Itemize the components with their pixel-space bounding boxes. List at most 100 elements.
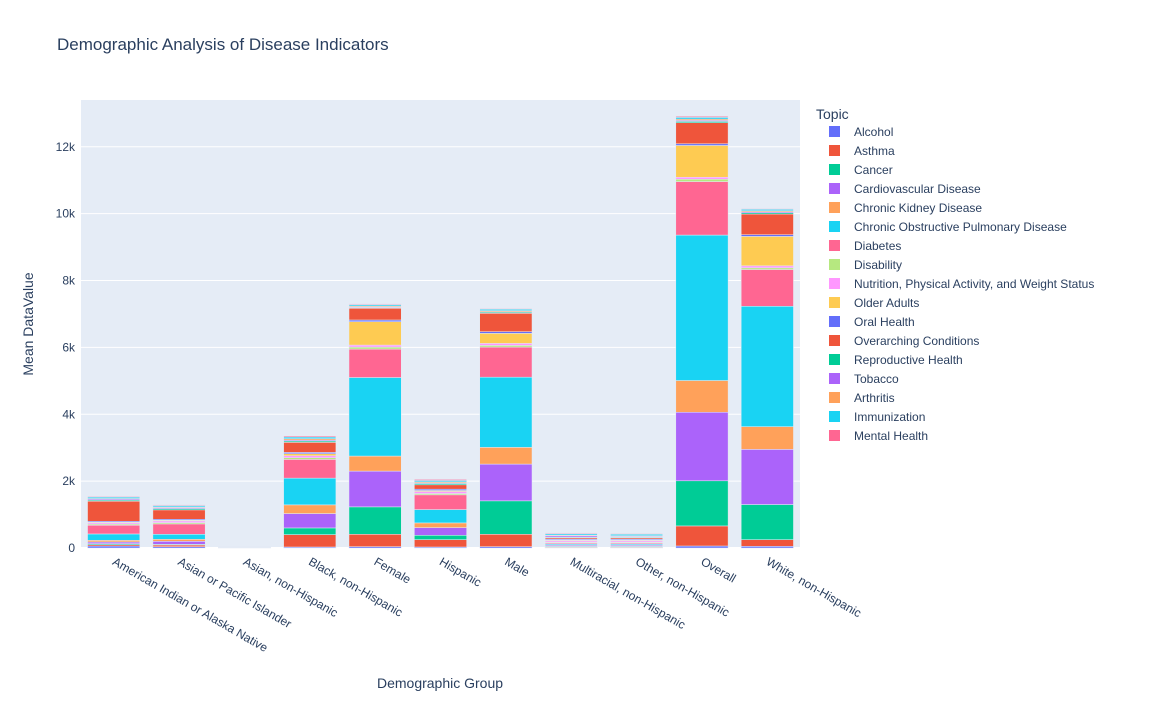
bar-segment[interactable] <box>676 182 728 235</box>
bar-segment[interactable] <box>88 546 140 548</box>
bar-segment[interactable] <box>153 545 205 547</box>
bar-segment[interactable] <box>676 177 728 179</box>
bar-segment[interactable] <box>480 347 532 377</box>
legend-swatch[interactable] <box>829 145 840 156</box>
bar-segment[interactable] <box>741 236 793 265</box>
bar-segment[interactable] <box>610 534 662 535</box>
bar-segment[interactable] <box>676 546 728 548</box>
bar-segment[interactable] <box>741 209 793 210</box>
bar-segment[interactable] <box>414 528 466 536</box>
legend-swatch[interactable] <box>829 278 840 289</box>
legend-swatch[interactable] <box>829 240 840 251</box>
bar-segment[interactable] <box>480 534 532 546</box>
bar-segment[interactable] <box>676 179 728 181</box>
bar-segment[interactable] <box>349 304 401 305</box>
legend-label[interactable]: Reproductive Health <box>854 353 963 367</box>
bar-segment[interactable] <box>741 306 793 426</box>
bar-segment[interactable] <box>480 309 532 310</box>
legend-swatch[interactable] <box>829 335 840 346</box>
bar-segment[interactable] <box>480 343 532 345</box>
bar-segment[interactable] <box>153 505 205 506</box>
bar-segment[interactable] <box>676 117 728 119</box>
bar-segment[interactable] <box>480 447 532 464</box>
bar-segment[interactable] <box>349 507 401 534</box>
bar-segment[interactable] <box>88 542 140 544</box>
bar-segment[interactable] <box>414 540 466 547</box>
bar-segment[interactable] <box>545 533 597 534</box>
bar-segment[interactable] <box>676 235 728 380</box>
bar-segment[interactable] <box>88 501 140 521</box>
bar-segment[interactable] <box>414 485 466 489</box>
bar-segment[interactable] <box>741 505 793 540</box>
bar-segment[interactable] <box>676 145 728 177</box>
bar-segment[interactable] <box>284 535 336 547</box>
bar-segment[interactable] <box>480 345 532 347</box>
bar-segment[interactable] <box>676 381 728 413</box>
bar-segment[interactable] <box>741 449 793 504</box>
bar-segment[interactable] <box>414 535 466 539</box>
bar-segment[interactable] <box>349 322 401 345</box>
bar-segment[interactable] <box>414 479 466 480</box>
legend-label[interactable]: Arthritis <box>854 391 895 405</box>
legend-label[interactable]: Chronic Obstructive Pulmonary Disease <box>854 220 1067 234</box>
bar-segment[interactable] <box>480 313 532 331</box>
legend-swatch[interactable] <box>829 164 840 175</box>
legend-label[interactable]: Tobacco <box>854 372 899 386</box>
legend-label[interactable]: Disability <box>854 258 902 272</box>
bar-segment[interactable] <box>676 526 728 546</box>
bar-segment[interactable] <box>153 510 205 519</box>
bar-segment[interactable] <box>284 456 336 458</box>
bar-segment[interactable] <box>284 505 336 514</box>
legend-label[interactable]: Immunization <box>854 410 925 424</box>
legend-label[interactable]: Mental Health <box>854 429 928 443</box>
legend-label[interactable]: Asthma <box>854 144 895 158</box>
bar-segment[interactable] <box>349 308 401 320</box>
bar-segment[interactable] <box>349 347 401 349</box>
bar-segment[interactable] <box>349 534 401 546</box>
legend-label[interactable]: Diabetes <box>854 239 901 253</box>
legend-label[interactable]: Alcohol <box>854 125 893 139</box>
legend-label[interactable]: Older Adults <box>854 296 919 310</box>
bar-segment[interactable] <box>349 349 401 377</box>
bar-segment[interactable] <box>676 116 728 117</box>
bar-segment[interactable] <box>480 464 532 501</box>
legend-swatch[interactable] <box>829 354 840 365</box>
bar-segment[interactable] <box>480 333 532 343</box>
bar-segment[interactable] <box>349 456 401 471</box>
bar-segment[interactable] <box>676 144 728 146</box>
legend-swatch[interactable] <box>829 411 840 422</box>
bar-segment[interactable] <box>88 525 140 534</box>
bar-segment[interactable] <box>741 268 793 270</box>
bar-segment[interactable] <box>284 528 336 535</box>
bar-segment[interactable] <box>741 427 793 450</box>
bar-segment[interactable] <box>741 540 793 547</box>
bar-segment[interactable] <box>88 540 140 542</box>
legend-swatch[interactable] <box>829 392 840 403</box>
bar-segment[interactable] <box>741 270 793 307</box>
bar-segment[interactable] <box>480 501 532 534</box>
bar-segment[interactable] <box>284 436 336 437</box>
bar-segment[interactable] <box>349 377 401 456</box>
bar-segment[interactable] <box>153 534 205 539</box>
bar-segment[interactable] <box>153 541 205 544</box>
bar-segment[interactable] <box>349 345 401 347</box>
bar-segment[interactable] <box>153 539 205 541</box>
bar-segment[interactable] <box>414 495 466 510</box>
legend-label[interactable]: Nutrition, Physical Activity, and Weight… <box>854 277 1094 291</box>
bar-segment[interactable] <box>284 478 336 505</box>
legend-swatch[interactable] <box>829 221 840 232</box>
legend-swatch[interactable] <box>829 183 840 194</box>
legend-label[interactable]: Overarching Conditions <box>854 334 979 348</box>
bar-segment[interactable] <box>88 534 140 540</box>
bar-segment[interactable] <box>414 523 466 528</box>
legend-label[interactable]: Cardiovascular Disease <box>854 182 981 196</box>
legend-swatch[interactable] <box>829 430 840 441</box>
bar-segment[interactable] <box>284 459 336 478</box>
bar-segment[interactable] <box>414 510 466 523</box>
bar-segment[interactable] <box>88 497 140 498</box>
bar-segment[interactable] <box>741 546 793 548</box>
legend-swatch[interactable] <box>829 316 840 327</box>
bar-segment[interactable] <box>414 491 466 493</box>
legend-swatch[interactable] <box>829 373 840 384</box>
legend-label[interactable]: Cancer <box>854 163 893 177</box>
